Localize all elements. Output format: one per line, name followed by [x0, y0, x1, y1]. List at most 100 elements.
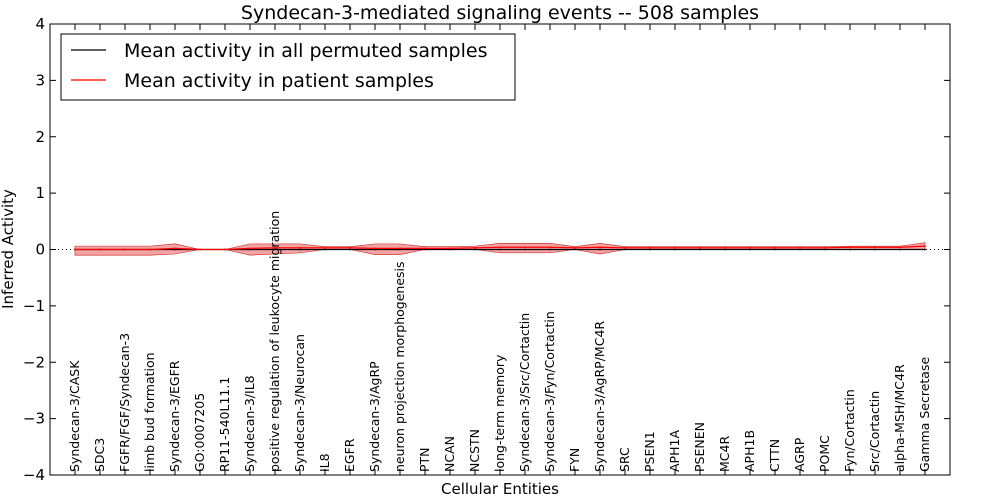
point-permuted: [549, 248, 551, 251]
legend: Mean activity in all permuted samples Me…: [60, 33, 516, 101]
point-permuted: [774, 248, 776, 251]
x-tick-label: FYN: [567, 448, 582, 472]
point-permuted: [649, 248, 651, 251]
y-tick-label: −2: [23, 353, 45, 371]
point-permuted: [324, 248, 326, 251]
point-patient: [224, 248, 226, 251]
x-tick-label: Syndecan-3/EGFR: [167, 360, 182, 472]
point-permuted: [474, 248, 476, 251]
x-tick-label: Syndecan-3/AgRP: [367, 361, 382, 472]
plot-frame: [49, 23, 951, 476]
point-patient: [474, 246, 476, 249]
x-tick-label: APH1B: [742, 430, 757, 472]
point-patient: [74, 248, 76, 251]
x-tick-label: alpha-MSH/MC4R: [892, 364, 907, 472]
x-tick-label: Fyn/Cortactin: [842, 389, 857, 472]
point-patient: [724, 246, 726, 249]
point-permuted: [524, 248, 526, 251]
point-permuted: [899, 248, 901, 251]
x-axis-label: Cellular Entities: [441, 480, 559, 498]
x-tick-label: neuron projection morphogenesis: [392, 261, 407, 472]
y-tick-label: −1: [23, 297, 45, 315]
point-patient: [799, 246, 801, 249]
x-tick-label: SRC: [617, 447, 632, 472]
y-tick-label: 1: [35, 184, 45, 202]
point-patient: [824, 246, 826, 249]
point-patient: [149, 248, 151, 251]
x-tick-label: Syndecan-3/Src/Cortactin: [517, 313, 532, 472]
point-permuted: [574, 248, 576, 251]
x-tick-label: NCAN: [442, 436, 457, 472]
x-tick-label: PSENEN: [692, 422, 707, 472]
point-patient: [899, 246, 901, 249]
x-tick-label: FGFR/FGF/Syndecan-3: [117, 333, 132, 472]
point-patient: [324, 246, 326, 249]
point-permuted: [924, 248, 926, 251]
x-tick-label: Syndecan-3/Neurocan: [292, 334, 307, 472]
x-tick-label: Syndecan-3/Fyn/Cortactin: [542, 311, 557, 472]
point-permuted: [724, 248, 726, 251]
point-permuted: [849, 248, 851, 251]
point-patient: [774, 246, 776, 249]
point-patient: [699, 246, 701, 249]
point-permuted: [349, 248, 351, 251]
point-permuted: [299, 248, 301, 251]
y-tick-label: 4: [35, 15, 45, 33]
x-tick-label: PTN: [417, 447, 432, 472]
x-tick-label: Src/Cortactin: [867, 391, 882, 472]
point-patient: [549, 246, 551, 249]
x-axis: Syndecan-3/CASK SDC3 FGFR/FGF/Syndecan-3 li…: [67, 24, 932, 475]
x-tick-label: PSEN1: [642, 431, 657, 472]
point-patient: [174, 247, 176, 250]
point-patient: [749, 246, 751, 249]
legend-box: [60, 33, 516, 101]
point-patient: [924, 245, 926, 248]
point-patient: [274, 246, 276, 249]
y-tick-label: −4: [23, 466, 45, 484]
point-patient: [599, 246, 601, 249]
point-patient: [99, 248, 101, 251]
y-tick-label: 0: [35, 241, 45, 259]
point-patient: [674, 246, 676, 249]
point-patient: [399, 247, 401, 250]
point-patient: [199, 248, 201, 251]
x-tick-label: RP11-540L11.1: [217, 377, 232, 472]
x-tick-label: APH1A: [667, 430, 682, 472]
x-tick-label: MC4R: [717, 436, 732, 472]
y-tick-label: 3: [35, 71, 45, 89]
point-patient: [424, 247, 426, 250]
legend-label-patient: Mean activity in patient samples: [124, 70, 434, 92]
x-tick-label: Syndecan-3/AgRP/MC4R: [592, 321, 607, 472]
point-patient: [374, 247, 376, 250]
x-tick-label: NCSTN: [467, 429, 482, 472]
point-patient: [874, 246, 876, 249]
point-permuted: [674, 248, 676, 251]
x-tick-label: POMC: [817, 435, 832, 472]
x-tick-label: limb bud formation: [142, 352, 157, 472]
point-patient: [649, 246, 651, 249]
series-lines: [50, 245, 950, 251]
point-patient: [449, 247, 451, 250]
point-patient: [499, 246, 501, 249]
x-tick-label: IL8: [317, 453, 332, 472]
point-patient: [124, 248, 126, 251]
x-tick-label: long-term memory: [492, 354, 507, 472]
x-tick-label: SDC3: [92, 438, 107, 472]
point-patient: [524, 246, 526, 249]
x-tick-label: GO:0007205: [192, 393, 207, 472]
x-tick-label: Syndecan-3/CASK: [67, 360, 82, 472]
x-tick-label: Gamma Secretase: [917, 357, 932, 472]
point-permuted: [599, 248, 601, 251]
point-patient: [849, 246, 851, 249]
chart-title: Syndecan-3-mediated signaling events -- …: [241, 2, 759, 24]
point-patient: [574, 246, 576, 249]
point-permuted: [799, 248, 801, 251]
point-permuted: [699, 248, 701, 251]
x-tick-label: Syndecan-3/IL8: [242, 375, 257, 472]
x-tick-label: AGRP: [792, 437, 807, 472]
point-permuted: [824, 248, 826, 251]
point-patient: [299, 246, 301, 249]
point-patient: [624, 246, 626, 249]
y-tick-label: 2: [35, 128, 45, 146]
